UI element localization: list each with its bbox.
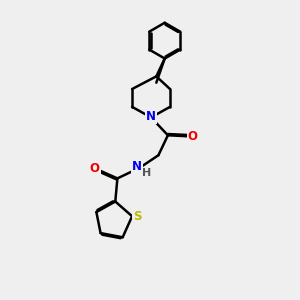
Text: O: O xyxy=(90,162,100,175)
Text: N: N xyxy=(146,110,156,123)
Text: S: S xyxy=(133,210,142,223)
Text: H: H xyxy=(142,167,151,178)
Text: O: O xyxy=(188,130,198,143)
Text: N: N xyxy=(132,160,142,173)
